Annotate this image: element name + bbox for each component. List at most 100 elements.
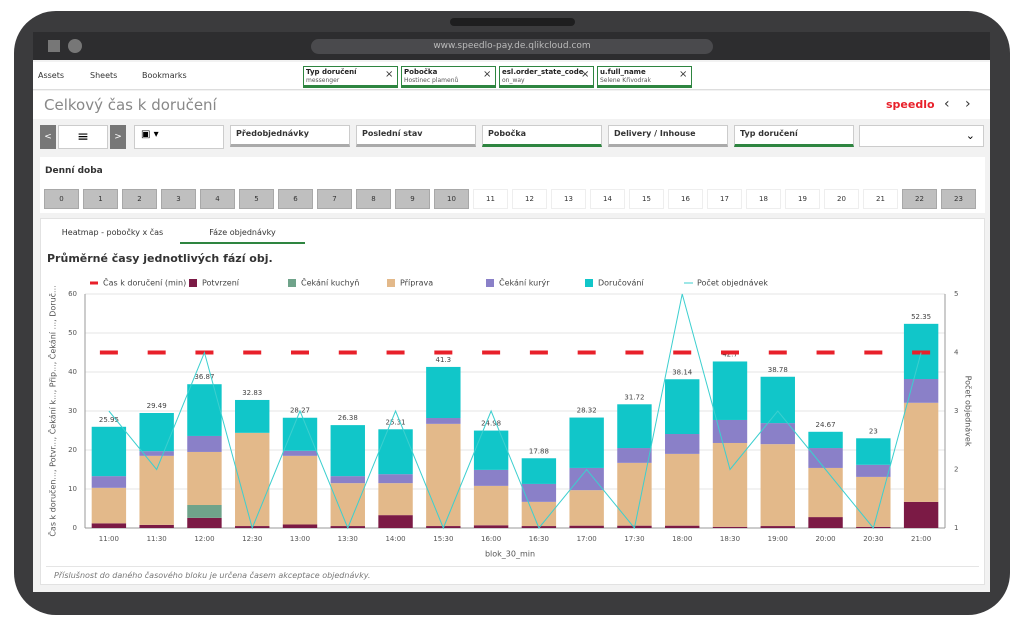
- tab[interactable]: Fáze objednávky: [180, 224, 305, 244]
- hour-cell[interactable]: 21: [863, 189, 898, 209]
- target-dash: [529, 350, 548, 355]
- url-bar[interactable]: www.speedlo-pay.de.qlikcloud.com: [311, 39, 713, 54]
- target-dash: [338, 350, 357, 355]
- x-tick-label: 18:30: [720, 535, 740, 543]
- filter-clear[interactable]: ×: [581, 69, 590, 80]
- bar-segment: [903, 402, 939, 502]
- filter-field: u.full_name: [600, 68, 646, 76]
- hour-cell[interactable]: 15: [629, 189, 664, 209]
- bar-segment: [617, 404, 652, 449]
- icon: [48, 40, 60, 52]
- prev-sheet[interactable]: ‹: [944, 96, 950, 112]
- bar-segment: [330, 483, 365, 527]
- bar-segment: [569, 525, 604, 528]
- filter-value: on_way: [502, 77, 525, 84]
- dropdown[interactable]: [482, 125, 602, 147]
- bar-segment: [187, 384, 222, 436]
- bar-segment: [139, 455, 174, 525]
- next-sheet[interactable]: ›: [965, 96, 971, 112]
- hour-cell[interactable]: 22: [902, 189, 937, 209]
- bar-segment: [426, 366, 461, 419]
- filter-chip[interactable]: [303, 66, 398, 88]
- dropdown-label: Poslední stav: [362, 129, 423, 138]
- filter-chip[interactable]: [597, 66, 692, 88]
- bar-segment: [139, 451, 174, 456]
- y2-tick-label: 5: [954, 290, 958, 298]
- total-label: 41.3: [436, 356, 452, 364]
- hour-cell[interactable]: 10: [434, 189, 469, 209]
- bar-segment: [617, 448, 652, 463]
- toolbar-item[interactable]: Assets: [38, 71, 65, 80]
- total-label: 36.87: [194, 373, 214, 381]
- dropdown[interactable]: [356, 125, 476, 147]
- next-button[interactable]: >: [110, 125, 126, 149]
- hour-cell[interactable]: 23: [941, 189, 976, 209]
- target-dash: [291, 350, 309, 355]
- dropdown-label: Delivery / Inhouse: [614, 129, 696, 138]
- dropdown-label: Pobočka: [488, 129, 527, 138]
- x-tick-label: 13:30: [338, 535, 358, 543]
- hour-cell[interactable]: 1: [83, 189, 118, 209]
- toolbar-item[interactable]: Bookmarks: [142, 71, 187, 80]
- y-axis-label: Čas k doručen..., Potvr..., Čekání k...,…: [47, 285, 58, 536]
- x-tick-label: 14:00: [385, 535, 405, 543]
- y-tick-label: 0: [73, 524, 77, 532]
- target-dash: [577, 350, 596, 355]
- dropdown[interactable]: [608, 125, 728, 147]
- dropdown-extra[interactable]: ⌄: [859, 125, 984, 147]
- hour-cell[interactable]: 14: [590, 189, 625, 209]
- total-label: 24.98: [481, 420, 501, 428]
- filter-chip[interactable]: [499, 66, 594, 88]
- target-dash: [864, 350, 883, 355]
- bar-segment: [760, 376, 795, 424]
- bar-segment: [282, 524, 318, 528]
- bar-segment: [617, 462, 652, 526]
- bar-segment: [521, 458, 557, 484]
- hour-cell[interactable]: 6: [278, 189, 313, 209]
- dropdown[interactable]: [734, 125, 854, 147]
- filter-clear[interactable]: ×: [385, 69, 394, 80]
- total-label: 32.83: [242, 389, 262, 397]
- hour-cell[interactable]: 3: [161, 189, 196, 209]
- y-tick-label: 50: [68, 329, 77, 337]
- tab[interactable]: Heatmap - pobočky x čas: [61, 228, 164, 237]
- menu-button[interactable]: ≡: [58, 125, 108, 149]
- bar-segment: [282, 455, 318, 525]
- target-dash: [434, 350, 453, 355]
- hour-cell[interactable]: 4: [200, 189, 235, 209]
- hour-cell[interactable]: 0: [44, 189, 79, 209]
- dropdown[interactable]: [230, 125, 350, 147]
- bar-segment: [760, 444, 795, 527]
- hour-cell[interactable]: 8: [356, 189, 391, 209]
- bar-segment: [91, 426, 127, 477]
- toolbar-item[interactable]: Sheets: [90, 71, 118, 80]
- legend-label: Čas k doručení (min): [103, 277, 186, 288]
- bar-segment: [760, 423, 795, 445]
- hour-cell[interactable]: 17: [707, 189, 742, 209]
- date-picker[interactable]: ▣ ▾: [134, 125, 224, 149]
- filter-clear[interactable]: ×: [679, 69, 688, 80]
- hour-cell[interactable]: 20: [824, 189, 859, 209]
- hour-cell[interactable]: 9: [395, 189, 430, 209]
- count-line: [108, 293, 922, 530]
- bar-segment: [856, 464, 891, 477]
- target-dash: [673, 350, 692, 355]
- hour-cell[interactable]: 16: [668, 189, 703, 209]
- y-tick-label: 20: [68, 446, 77, 454]
- hour-cell[interactable]: 13: [551, 189, 586, 209]
- hour-cell[interactable]: 2: [122, 189, 157, 209]
- bar-segment: [712, 442, 748, 527]
- hour-cell[interactable]: 7: [317, 189, 352, 209]
- hour-cell[interactable]: 5: [239, 189, 274, 209]
- target-dash: [99, 350, 118, 355]
- prev-button[interactable]: <: [40, 125, 56, 149]
- filter-chip[interactable]: [401, 66, 496, 88]
- y-tick-label: 10: [68, 485, 77, 493]
- hour-cell[interactable]: 12: [512, 189, 547, 209]
- filter-clear[interactable]: ×: [483, 69, 492, 80]
- hour-cell[interactable]: 11: [473, 189, 508, 209]
- hour-cell[interactable]: 19: [785, 189, 820, 209]
- legend-marker: [585, 279, 593, 287]
- hour-cell[interactable]: 18: [746, 189, 781, 209]
- y-tick-label: 30: [68, 407, 77, 415]
